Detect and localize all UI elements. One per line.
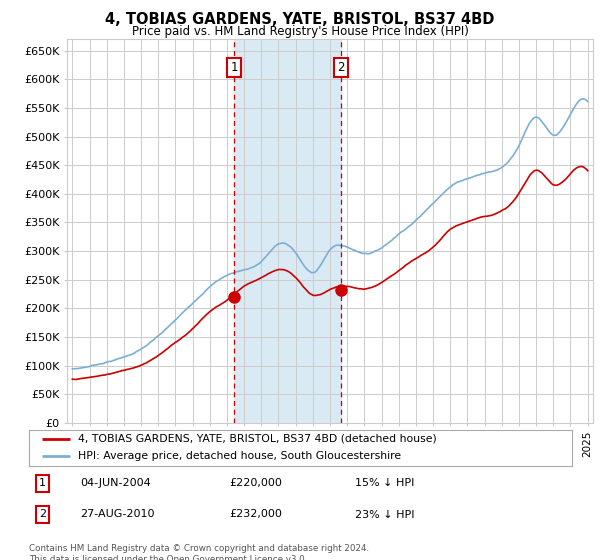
- Text: 1: 1: [39, 478, 46, 488]
- Text: 2: 2: [337, 62, 345, 74]
- Text: £220,000: £220,000: [230, 478, 283, 488]
- Text: 23% ↓ HPI: 23% ↓ HPI: [355, 510, 414, 520]
- Text: 4, TOBIAS GARDENS, YATE, BRISTOL, BS37 4BD: 4, TOBIAS GARDENS, YATE, BRISTOL, BS37 4…: [106, 12, 494, 27]
- Text: 4, TOBIAS GARDENS, YATE, BRISTOL, BS37 4BD (detached house): 4, TOBIAS GARDENS, YATE, BRISTOL, BS37 4…: [77, 433, 436, 444]
- Text: 1: 1: [230, 62, 238, 74]
- Bar: [234, 39, 341, 423]
- Text: 27-AUG-2010: 27-AUG-2010: [80, 510, 155, 520]
- Text: HPI: Average price, detached house, South Gloucestershire: HPI: Average price, detached house, Sout…: [77, 451, 401, 461]
- Text: 04-JUN-2004: 04-JUN-2004: [80, 478, 151, 488]
- Text: Contains HM Land Registry data © Crown copyright and database right 2024.
This d: Contains HM Land Registry data © Crown c…: [29, 544, 369, 560]
- Text: Price paid vs. HM Land Registry's House Price Index (HPI): Price paid vs. HM Land Registry's House …: [131, 25, 469, 38]
- Text: £232,000: £232,000: [230, 510, 283, 520]
- Text: 15% ↓ HPI: 15% ↓ HPI: [355, 478, 414, 488]
- Text: 2: 2: [39, 510, 46, 520]
